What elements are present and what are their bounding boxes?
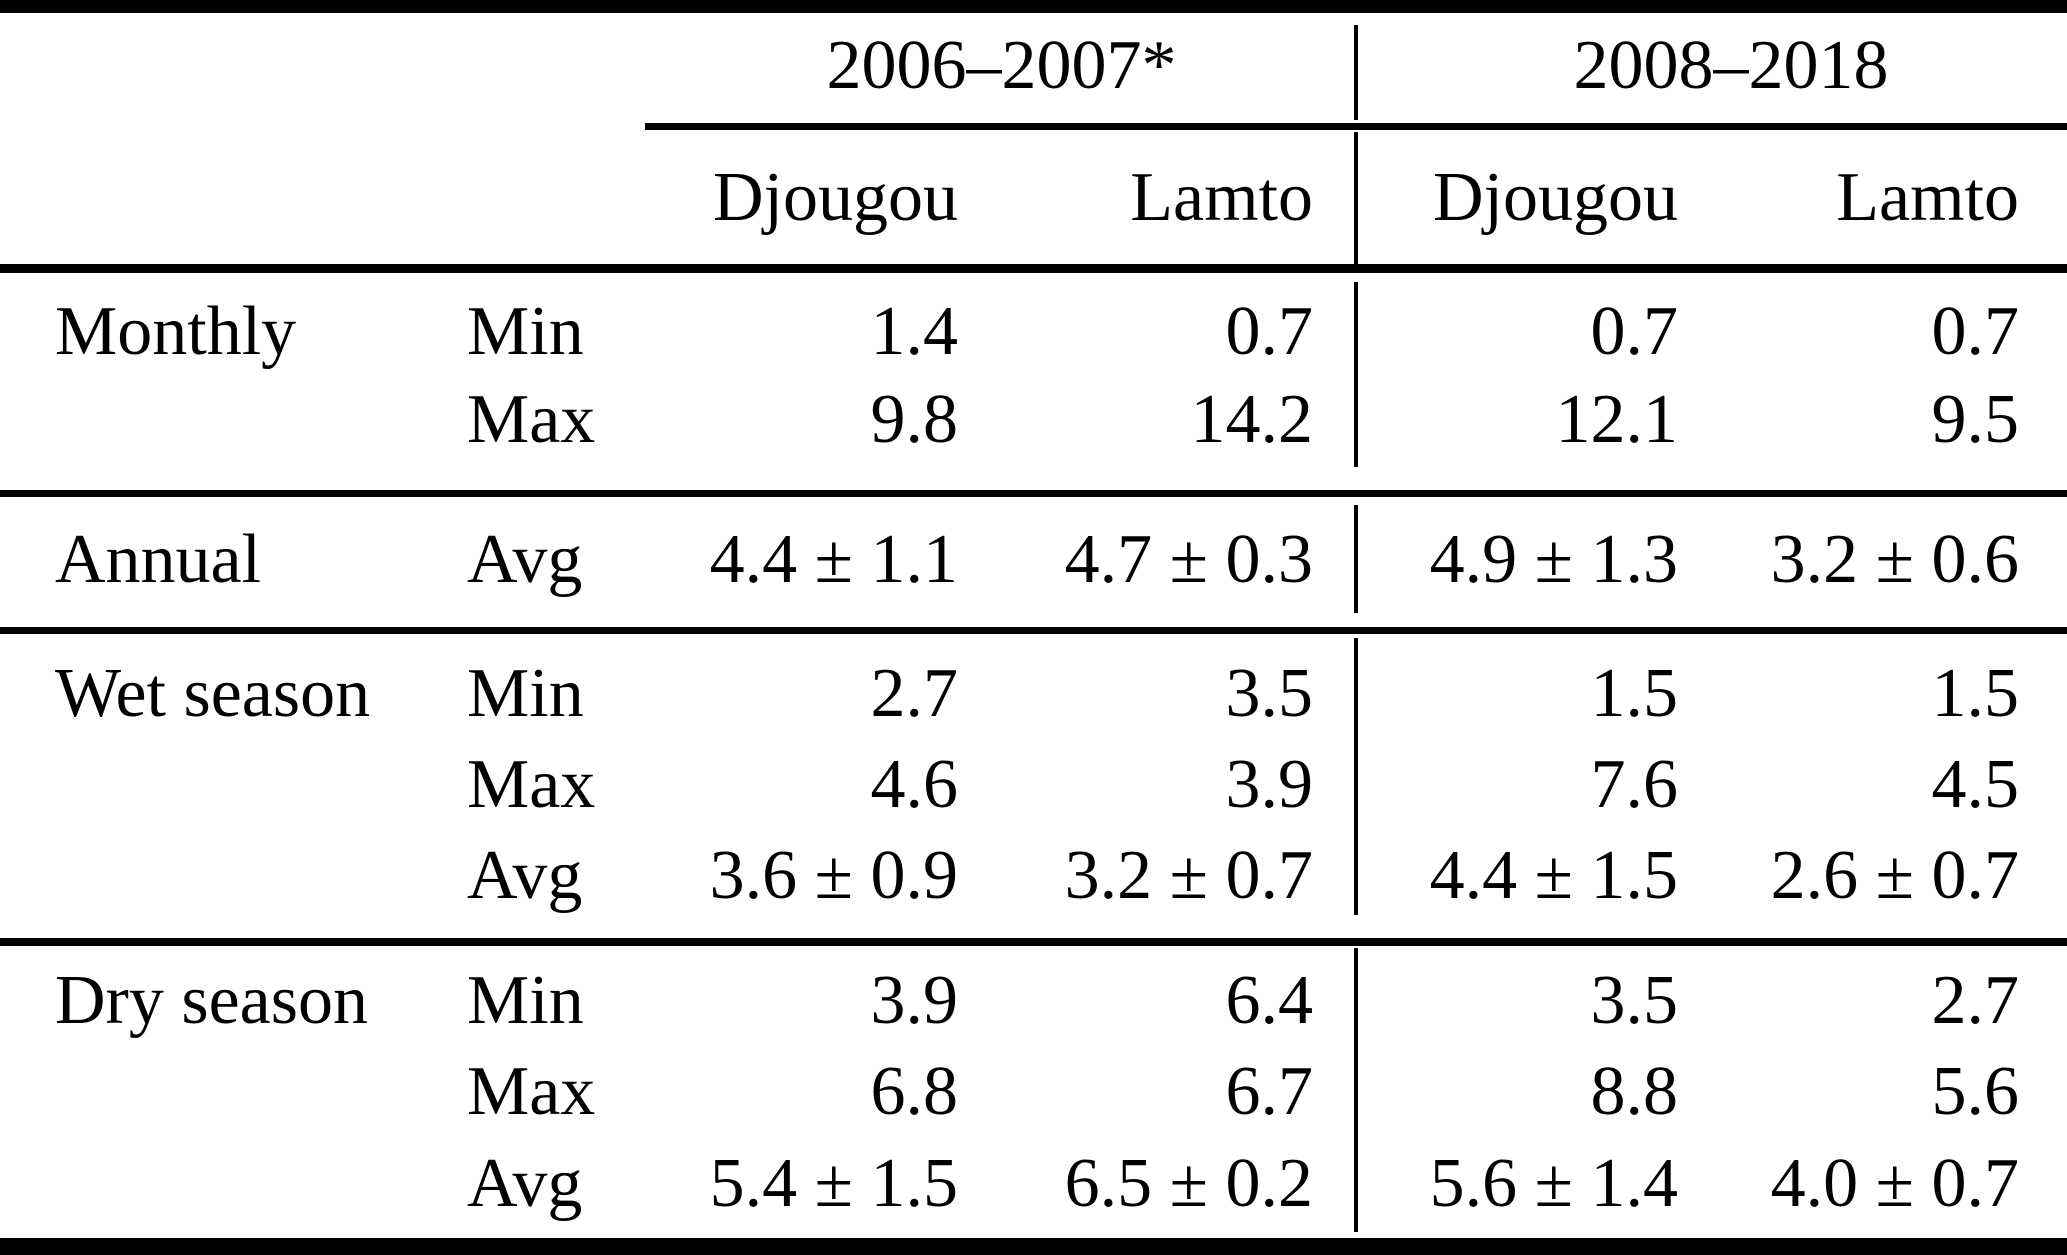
value-cell: 9.5 (1931, 381, 2020, 458)
value-cell: 4.6 (870, 746, 959, 823)
col-group-2008-2018: 2008–2018 (1573, 26, 1889, 104)
value-cell: 9.8 (870, 381, 959, 458)
value-cell: 3.9 (1225, 746, 1314, 823)
vertical-divider (1354, 505, 1358, 613)
year-group-rule (645, 123, 2067, 130)
row-group-label: Dry season (55, 962, 368, 1039)
value-cell: 5.4 ± 1.5 (709, 1145, 958, 1222)
vertical-divider (1354, 638, 1358, 915)
value-cell: 3.2 ± 0.7 (1064, 837, 1313, 914)
value-cell: 8.8 (1590, 1053, 1679, 1130)
stat-label: Max (467, 381, 596, 458)
value-cell: 4.7 ± 0.3 (1064, 521, 1313, 598)
value-cell: 4.5 (1931, 746, 2020, 823)
table-row-dry-max: Max 6.8 6.7 8.8 5.6 (0, 1048, 2019, 1136)
row-group-label: Wet season (55, 655, 371, 732)
table-row-monthly-max: Max 9.8 14.2 12.1 9.5 (0, 376, 2019, 464)
table-row-wet-max: Max 4.6 3.9 7.6 4.5 (0, 741, 2019, 829)
station-header: Djougou (1433, 159, 1678, 236)
stat-label: Avg (467, 521, 583, 598)
table-row-wet-avg: Avg 3.6 ± 0.9 3.2 ± 0.7 4.4 ± 1.5 2.6 ± … (0, 832, 2019, 920)
stat-label: Min (467, 655, 584, 732)
value-cell: 4.4 ± 1.5 (1429, 837, 1678, 914)
header-bottom-rule (0, 264, 2067, 273)
value-cell: 3.5 (1590, 962, 1679, 1039)
value-cell: 0.7 (1931, 293, 2020, 370)
value-cell: 6.8 (870, 1053, 959, 1130)
value-cell: 12.1 (1555, 381, 1679, 458)
value-cell: 0.7 (1225, 293, 1314, 370)
vertical-divider (1354, 25, 1358, 120)
stat-label: Min (467, 962, 584, 1039)
bottom-rule (0, 1238, 2067, 1255)
vertical-divider (1354, 282, 1358, 467)
value-cell: 7.6 (1590, 746, 1679, 823)
stat-label: Avg (467, 1145, 583, 1222)
row-group-label: Annual (55, 521, 262, 598)
value-cell: 14.2 (1190, 381, 1314, 458)
value-cell: 6.7 (1225, 1053, 1314, 1130)
stat-label: Max (467, 1053, 596, 1130)
stat-label: Avg (467, 837, 583, 914)
value-cell: 6.5 ± 0.2 (1064, 1145, 1313, 1222)
table-row-annual-avg: Annual Avg 4.4 ± 1.1 4.7 ± 0.3 4.9 ± 1.3… (0, 516, 2019, 604)
stat-label: Min (467, 293, 584, 370)
top-rule (0, 0, 2067, 13)
value-cell: 1.5 (1590, 655, 1679, 732)
annual-wet-rule (0, 627, 2067, 634)
value-cell: 5.6 ± 1.4 (1429, 1145, 1678, 1222)
station-header-row: Djougou Lamto Djougou Lamto (0, 132, 2019, 264)
value-cell: 1.5 (1931, 655, 2020, 732)
year-header-row: 2006–2007* 2008–2018 (0, 13, 2019, 118)
value-cell: 6.4 (1225, 962, 1314, 1039)
station-header: Djougou (713, 159, 958, 236)
table-row-dry-avg: Avg 5.4 ± 1.5 6.5 ± 0.2 5.6 ± 1.4 4.0 ± … (0, 1140, 2019, 1228)
value-cell: 5.6 (1931, 1053, 2020, 1130)
table-row-dry-min: Dry season Min 3.9 6.4 3.5 2.7 (0, 957, 2019, 1045)
value-cell: 0.7 (1590, 293, 1679, 370)
station-header: Lamto (1836, 159, 2019, 236)
value-cell: 3.5 (1225, 655, 1314, 732)
station-header: Lamto (1130, 159, 1313, 236)
value-cell: 4.0 ± 0.7 (1770, 1145, 2019, 1222)
value-cell: 4.4 ± 1.1 (709, 521, 958, 598)
value-cell: 2.6 ± 0.7 (1770, 837, 2019, 914)
vertical-divider (1354, 948, 1358, 1232)
value-cell: 3.2 ± 0.6 (1770, 521, 2019, 598)
value-cell: 2.7 (1931, 962, 2020, 1039)
vertical-divider (1354, 132, 1358, 264)
col-group-2006-2007: 2006–2007* (826, 26, 1177, 104)
wet-dry-rule (0, 938, 2067, 946)
row-group-label: Monthly (55, 293, 297, 370)
table-row-monthly-min: Monthly Min 1.4 0.7 0.7 0.7 (0, 288, 2019, 376)
value-cell: 3.6 ± 0.9 (709, 837, 958, 914)
value-cell: 4.9 ± 1.3 (1429, 521, 1678, 598)
value-cell: 3.9 (870, 962, 959, 1039)
value-cell: 2.7 (870, 655, 959, 732)
monthly-annual-rule (0, 490, 2067, 497)
stat-label: Max (467, 746, 596, 823)
value-cell: 1.4 (870, 293, 959, 370)
table-row-wet-min: Wet season Min 2.7 3.5 1.5 1.5 (0, 650, 2019, 738)
